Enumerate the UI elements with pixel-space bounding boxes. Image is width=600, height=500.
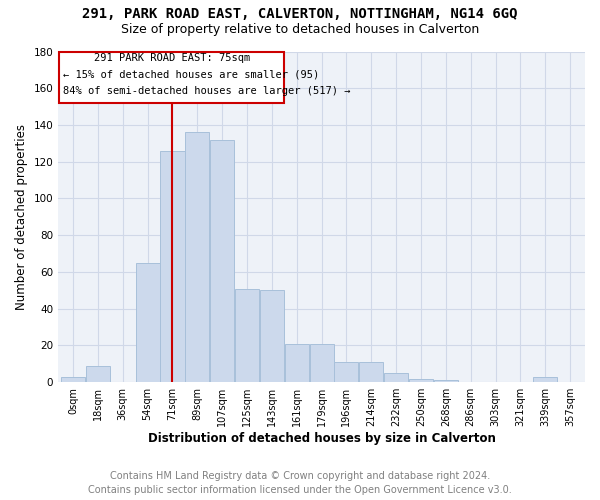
Bar <box>61 376 85 382</box>
Text: Contains HM Land Registry data © Crown copyright and database right 2024.
Contai: Contains HM Land Registry data © Crown c… <box>88 471 512 495</box>
Text: Size of property relative to detached houses in Calverton: Size of property relative to detached ho… <box>121 22 479 36</box>
Bar <box>310 344 334 382</box>
Text: 291 PARK ROAD EAST: 75sqm: 291 PARK ROAD EAST: 75sqm <box>94 54 250 64</box>
Bar <box>235 288 259 382</box>
Bar <box>160 150 185 382</box>
Bar <box>409 378 433 382</box>
Bar <box>284 344 309 382</box>
Bar <box>359 362 383 382</box>
Bar <box>210 140 234 382</box>
Text: ← 15% of detached houses are smaller (95): ← 15% of detached houses are smaller (95… <box>63 70 319 80</box>
Text: 291, PARK ROAD EAST, CALVERTON, NOTTINGHAM, NG14 6GQ: 291, PARK ROAD EAST, CALVERTON, NOTTINGH… <box>82 8 518 22</box>
Bar <box>185 132 209 382</box>
FancyBboxPatch shape <box>59 52 284 103</box>
Bar <box>136 263 160 382</box>
Bar <box>334 362 358 382</box>
Bar <box>434 380 458 382</box>
Y-axis label: Number of detached properties: Number of detached properties <box>15 124 28 310</box>
Bar <box>384 373 408 382</box>
X-axis label: Distribution of detached houses by size in Calverton: Distribution of detached houses by size … <box>148 432 496 445</box>
Bar <box>260 290 284 382</box>
Bar <box>86 366 110 382</box>
Bar <box>533 376 557 382</box>
Text: 84% of semi-detached houses are larger (517) →: 84% of semi-detached houses are larger (… <box>63 86 350 97</box>
